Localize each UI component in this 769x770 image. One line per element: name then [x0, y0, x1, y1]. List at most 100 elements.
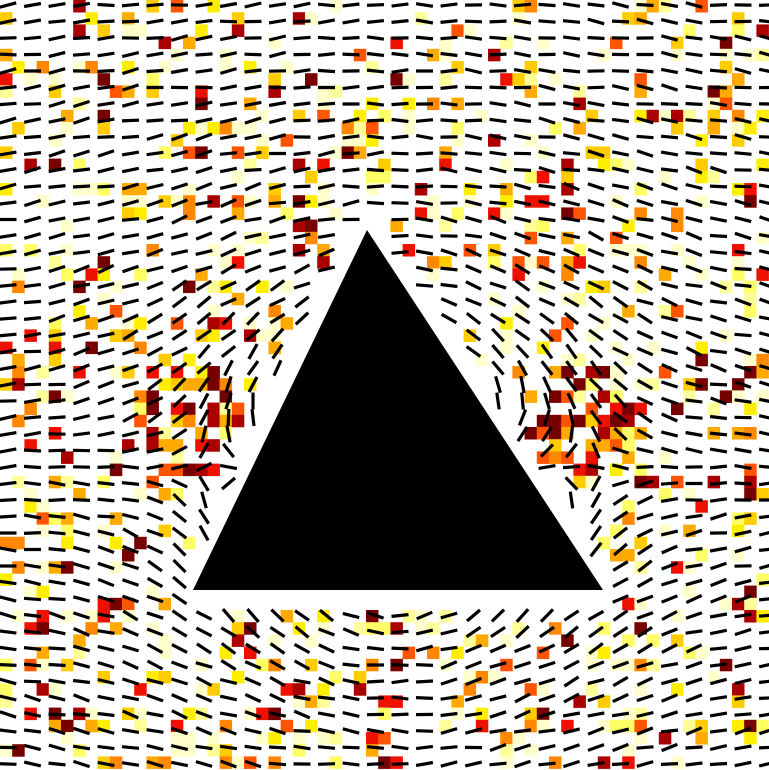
flow-dash [146, 677, 164, 686]
flow-dash [709, 628, 728, 636]
heat-cell [744, 610, 757, 623]
flow-dash [195, 265, 213, 273]
heat-cell [549, 366, 562, 379]
heat-cell [24, 488, 37, 501]
flow-dash [170, 232, 189, 240]
flow-dash [97, 149, 115, 158]
heat-cell [122, 207, 135, 220]
flow-dash [440, 645, 458, 652]
flow-dash [170, 51, 189, 58]
heat-cell [622, 158, 635, 172]
heat-cell [256, 329, 269, 342]
heat-cell [85, 268, 98, 281]
flow-dash [23, 596, 42, 602]
flow-dash [219, 1, 238, 9]
flow-dash [72, 99, 91, 109]
flow-dash [23, 662, 42, 668]
flow-dash [224, 392, 233, 410]
heat-cell [305, 12, 318, 25]
heat-cell [427, 256, 440, 269]
flow-dash [48, 67, 66, 75]
heat-cell [329, 732, 342, 745]
flow-dash [268, 726, 287, 736]
flow-dash [48, 249, 66, 256]
flow-dash [564, 442, 579, 459]
heat-cell [549, 439, 562, 452]
heat-cell [183, 402, 196, 416]
flow-dash [72, 314, 91, 323]
heat-cell [402, 122, 416, 135]
flow-dash [538, 710, 556, 719]
flow-dash [636, 428, 654, 440]
flow-dash [97, 314, 115, 323]
flow-dash [317, 101, 336, 107]
flow-dash [23, 679, 42, 684]
heat-cell [36, 561, 50, 574]
flow-dash [0, 36, 17, 40]
heat-cell [597, 536, 611, 550]
flow-dash [734, 133, 752, 141]
flow-dash [660, 728, 679, 734]
heat-cell [378, 732, 391, 745]
flow-dash [121, 118, 140, 123]
flow-dash [734, 661, 752, 669]
flow-dash [23, 728, 42, 734]
flow-dash [489, 710, 507, 719]
flow-dash [539, 625, 555, 639]
heat-cell [12, 61, 25, 74]
flow-dash [293, 166, 311, 174]
flow-dash [146, 346, 164, 357]
heat-cell [36, 658, 50, 672]
heat-cell [463, 683, 477, 696]
flow-dash [121, 217, 140, 222]
flow-dash [636, 166, 654, 174]
flow-dash [611, 69, 630, 73]
flow-dash [146, 182, 164, 191]
heat-cell [658, 268, 672, 281]
heat-cell [61, 219, 74, 233]
flow-dash [122, 544, 139, 555]
heat-cell [646, 341, 660, 355]
flow-dash [121, 728, 140, 734]
heat-cell [732, 683, 745, 696]
flow-dash [269, 675, 286, 688]
heat-cell [549, 451, 562, 464]
flow-dash [171, 346, 188, 357]
flow-dash [23, 464, 42, 470]
flow-dash [489, 231, 507, 241]
flow-dash [342, 678, 360, 685]
flow-dash [611, 117, 630, 124]
flow-dash [636, 17, 654, 26]
heat-cell [744, 353, 757, 367]
heat-cell [512, 73, 525, 86]
heat-cell [622, 451, 635, 464]
heat-cell [549, 390, 562, 403]
flow-dash [709, 165, 728, 175]
flow-dash [48, 579, 66, 586]
flow-dash [685, 578, 703, 587]
flow-dash [342, 184, 360, 189]
heat-cell [195, 24, 208, 37]
flow-dash [244, 232, 262, 240]
flow-dash [220, 476, 237, 491]
heat-cell [475, 707, 489, 721]
heat-cell [12, 378, 25, 391]
flow-dash [685, 231, 703, 241]
flow-dash [0, 299, 17, 305]
heat-cell [695, 378, 708, 391]
flow-dash [709, 233, 728, 239]
flow-dash [517, 409, 528, 426]
flow-dash [538, 464, 556, 470]
flow-dash [23, 578, 42, 587]
flow-dash [97, 760, 115, 768]
flow-dash [219, 744, 238, 751]
flow-dash [758, 530, 769, 537]
heat-cell [597, 439, 611, 452]
flow-dash [587, 761, 605, 767]
flow-dash [565, 343, 578, 360]
flow-dash [415, 663, 434, 667]
flow-dash [172, 492, 187, 508]
flow-dash [342, 662, 360, 668]
heat-cell [402, 73, 416, 86]
flow-dash [121, 19, 140, 24]
